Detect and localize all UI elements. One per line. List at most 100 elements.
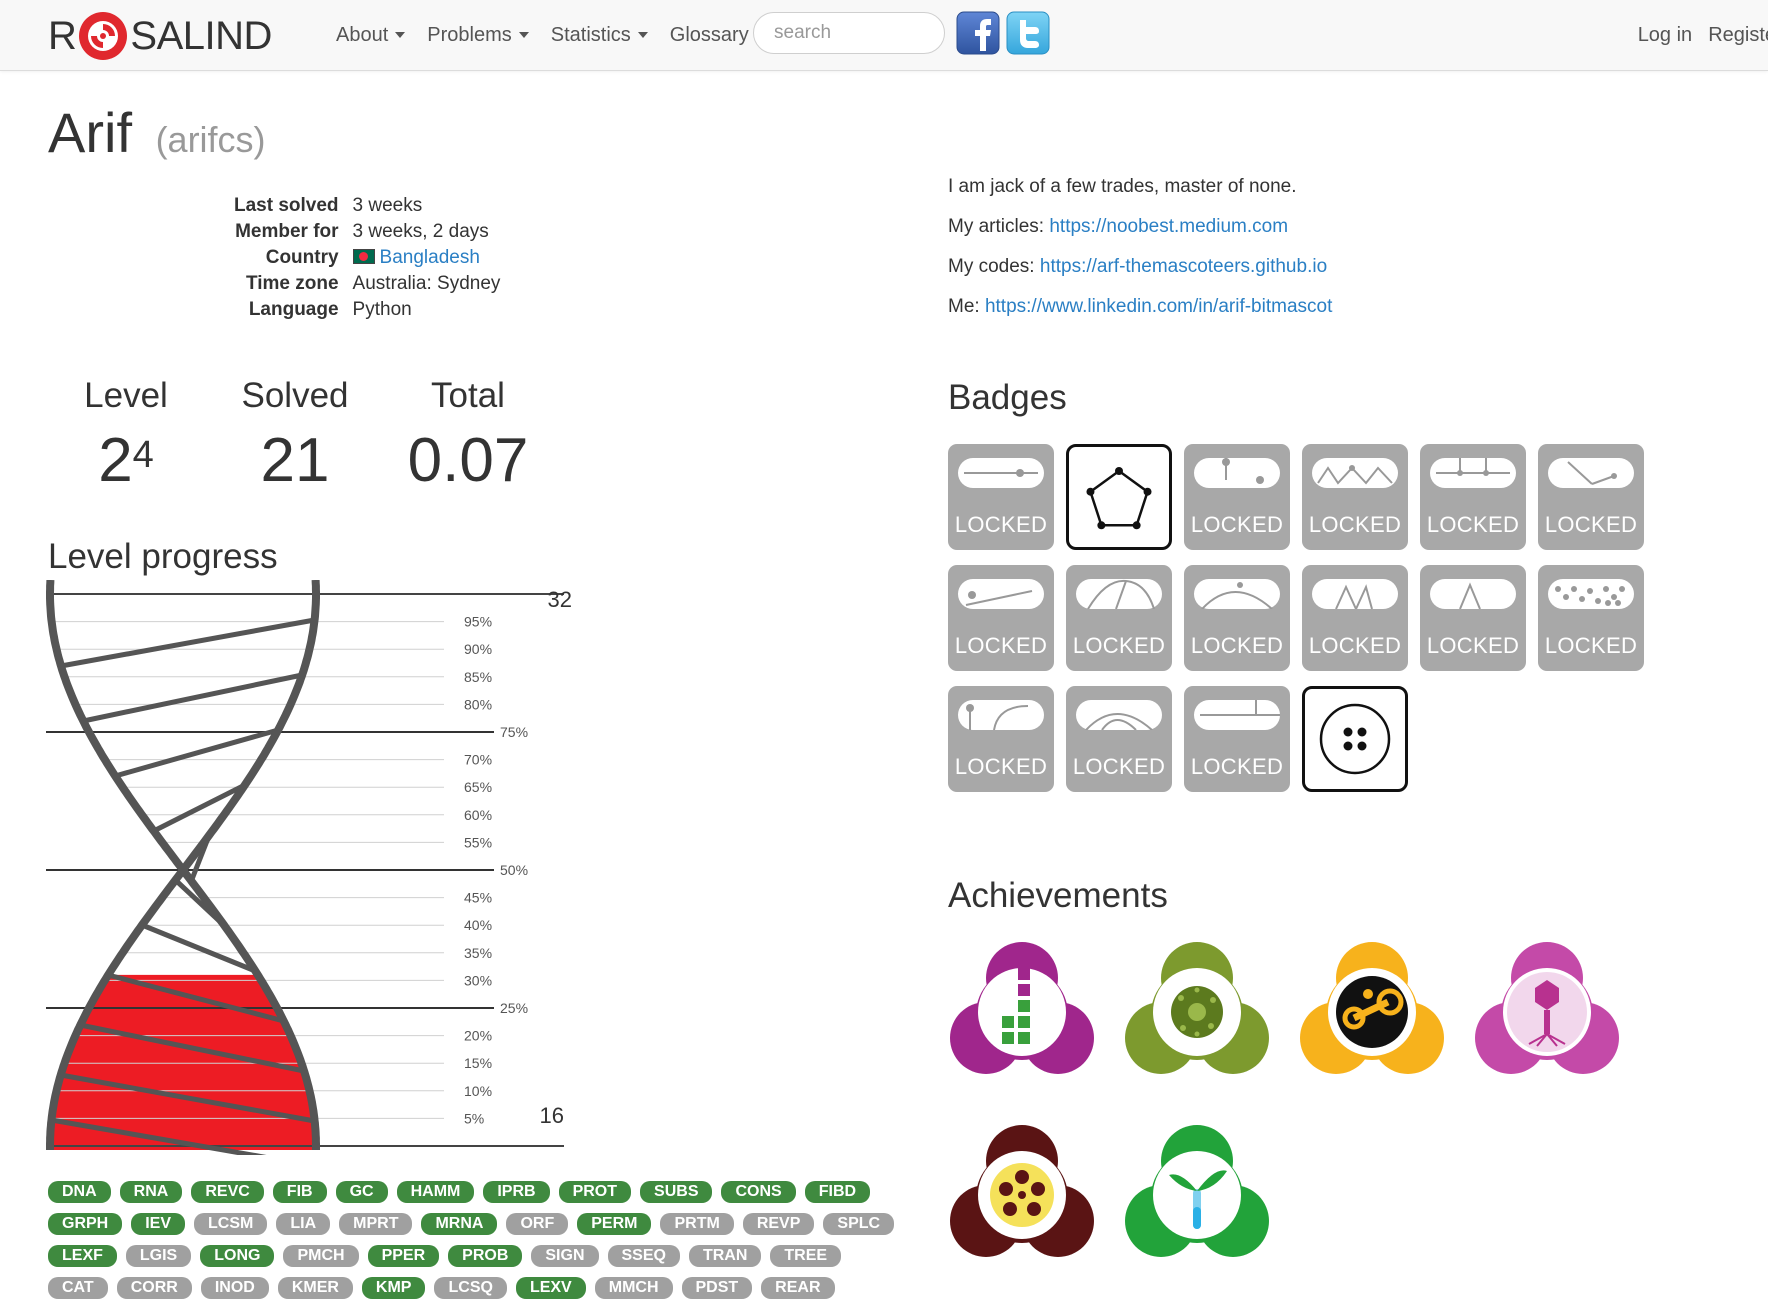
brand-letter-r: R — [48, 13, 77, 58]
molecule-achievement-icon[interactable] — [1298, 940, 1446, 1080]
blocks-achievement-icon[interactable] — [948, 940, 1096, 1080]
progress-tick-label: 20% — [464, 1028, 492, 1044]
problem-tag-pper[interactable]: PPER — [367, 1245, 440, 1267]
helix-strand — [46, 580, 320, 1150]
badge-10[interactable]: LOCKED — [1302, 565, 1408, 671]
badge-15[interactable]: LOCKED — [1184, 686, 1290, 792]
register-link[interactable]: Registe — [1708, 23, 1768, 46]
problem-tag-sseq[interactable]: SSEQ — [607, 1245, 680, 1267]
problem-tag-cat[interactable]: CAT — [48, 1277, 108, 1299]
badge-16[interactable] — [1302, 686, 1408, 792]
nav-glossary[interactable]: Glossary — [670, 24, 749, 47]
four-dots-circle-icon — [1319, 703, 1391, 775]
login-link[interactable]: Log in — [1637, 23, 1693, 46]
problem-tag-tree[interactable]: TREE — [770, 1245, 842, 1267]
problem-tag-tran[interactable]: TRAN — [688, 1245, 762, 1267]
problem-tag-mrna[interactable]: MRNA — [421, 1213, 498, 1235]
problem-tag-rear[interactable]: REAR — [761, 1277, 835, 1299]
progress-tick-label: 50% — [500, 862, 528, 878]
helix-rung — [82, 672, 303, 724]
progress-tick-label: 55% — [464, 834, 492, 850]
problem-tag-long[interactable]: LONG — [200, 1245, 275, 1267]
badge-8[interactable]: LOCKED — [1066, 565, 1172, 671]
problem-tag-lcsm[interactable]: LCSM — [194, 1213, 268, 1235]
badge-13[interactable]: LOCKED — [948, 686, 1054, 792]
problem-tag-perm[interactable]: PERM — [577, 1213, 652, 1235]
problem-tag-rna[interactable]: RNA — [119, 1181, 183, 1203]
articles-link[interactable]: https://noobest.medium.com — [1049, 216, 1289, 237]
problem-tag-revc[interactable]: REVC — [191, 1181, 264, 1203]
info-row-time-zone: Time zone Australia: Sydney — [230, 271, 504, 297]
badge-11[interactable]: LOCKED — [1420, 565, 1526, 671]
badge-5[interactable]: LOCKED — [1420, 444, 1526, 550]
problem-tag-lcsq[interactable]: LCSQ — [434, 1277, 507, 1299]
virus-achievement-icon[interactable] — [948, 1123, 1096, 1263]
problem-tag-mprt[interactable]: MPRT — [339, 1213, 413, 1235]
helix-rung — [141, 922, 257, 974]
problem-tag-mmch[interactable]: MMCH — [594, 1277, 673, 1299]
problem-tag-hamm[interactable]: HAMM — [396, 1181, 475, 1203]
problem-tag-grph[interactable]: GRPH — [48, 1213, 123, 1235]
problem-tag-pdst[interactable]: PDST — [681, 1277, 753, 1299]
badge-2[interactable] — [1066, 444, 1172, 550]
badge-locked-label: LOCKED — [1544, 633, 1638, 658]
problem-tag-sign[interactable]: SIGN — [531, 1245, 599, 1267]
problem-tag-orf[interactable]: ORF — [506, 1213, 569, 1235]
problem-tag-dna[interactable]: DNA — [48, 1181, 111, 1203]
country-link[interactable]: Bangladesh — [379, 247, 480, 268]
problem-tag-revp[interactable]: REVP — [742, 1213, 815, 1235]
badge-9[interactable]: LOCKED — [1184, 565, 1290, 671]
badge-14[interactable]: LOCKED — [1066, 686, 1172, 792]
search-input[interactable] — [753, 12, 945, 54]
caret-down-icon — [637, 32, 648, 38]
total-label: Total — [431, 376, 505, 415]
problem-tag-fib[interactable]: FIB — [272, 1181, 327, 1203]
problem-tag-lexf[interactable]: LEXF — [48, 1245, 117, 1267]
problem-tag-inod[interactable]: INOD — [200, 1277, 269, 1299]
problem-tag-lia[interactable]: LIA — [276, 1213, 331, 1235]
bio-line: Me: https://www.linkedin.com/in/arif-bit… — [948, 295, 1332, 318]
codes-link[interactable]: https://arf-themascoteers.github.io — [1039, 256, 1328, 277]
badge-6[interactable]: LOCKED — [1538, 444, 1644, 550]
twitter-icon[interactable] — [1006, 11, 1050, 55]
badge-1[interactable]: LOCKED — [948, 444, 1054, 550]
badge-12[interactable]: LOCKED — [1538, 565, 1644, 671]
badge-4[interactable]: LOCKED — [1302, 444, 1408, 550]
nav-about[interactable]: About — [336, 24, 406, 47]
nav-label: Statistics — [550, 23, 631, 46]
problem-tag-subs[interactable]: SUBS — [640, 1181, 713, 1203]
problem-tag-kmp[interactable]: KMP — [361, 1277, 426, 1299]
linkedin-link[interactable]: https://www.linkedin.com/in/arif-bitmasc… — [984, 296, 1333, 317]
problem-tag-prtm[interactable]: PRTM — [660, 1213, 734, 1235]
problem-tag-corr[interactable]: CORR — [116, 1277, 192, 1299]
phage-achievement-icon[interactable] — [1473, 940, 1621, 1080]
badge-graph-icon — [1430, 579, 1516, 610]
problem-tag-splc[interactable]: SPLC — [823, 1213, 895, 1235]
problem-tag-lgis[interactable]: LGIS — [125, 1245, 192, 1267]
nav-problems[interactable]: Problems — [427, 24, 529, 47]
info-value: 3 weeks, 2 days — [352, 221, 489, 242]
badge-locked-label: LOCKED — [1190, 512, 1284, 537]
total-stat: Total 0.07 — [398, 376, 538, 496]
problem-tag-prob[interactable]: PROB — [448, 1245, 523, 1267]
problem-tag-pmch[interactable]: PMCH — [283, 1245, 359, 1267]
cell-achievement-icon[interactable] — [1123, 940, 1271, 1080]
brand-logo[interactable]: R SALIND — [48, 8, 272, 64]
bio-text: My articles: — [948, 216, 1050, 237]
problem-tag-iprb[interactable]: IPRB — [483, 1181, 550, 1203]
problem-tag-iev[interactable]: IEV — [131, 1213, 186, 1235]
level-stat: Level 24 — [66, 376, 186, 496]
sprout-achievement-icon[interactable] — [1123, 1123, 1271, 1263]
problem-tag-cons[interactable]: CONS — [721, 1181, 796, 1203]
badge-7[interactable]: LOCKED — [948, 565, 1054, 671]
problem-tag-gc[interactable]: GC — [335, 1181, 388, 1203]
problem-tag-lexv[interactable]: LEXV — [515, 1277, 586, 1299]
problem-tag-prot[interactable]: PROT — [558, 1181, 632, 1203]
problem-tag-kmer[interactable]: KMER — [277, 1277, 353, 1299]
nav-statistics[interactable]: Statistics — [551, 24, 648, 47]
badge-3[interactable]: LOCKED — [1184, 444, 1290, 550]
progress-tick-label: 45% — [464, 890, 492, 906]
problem-tag-fibd[interactable]: FIBD — [804, 1181, 871, 1203]
facebook-icon[interactable] — [956, 11, 1000, 55]
progress-tick-label: 15% — [464, 1055, 492, 1071]
